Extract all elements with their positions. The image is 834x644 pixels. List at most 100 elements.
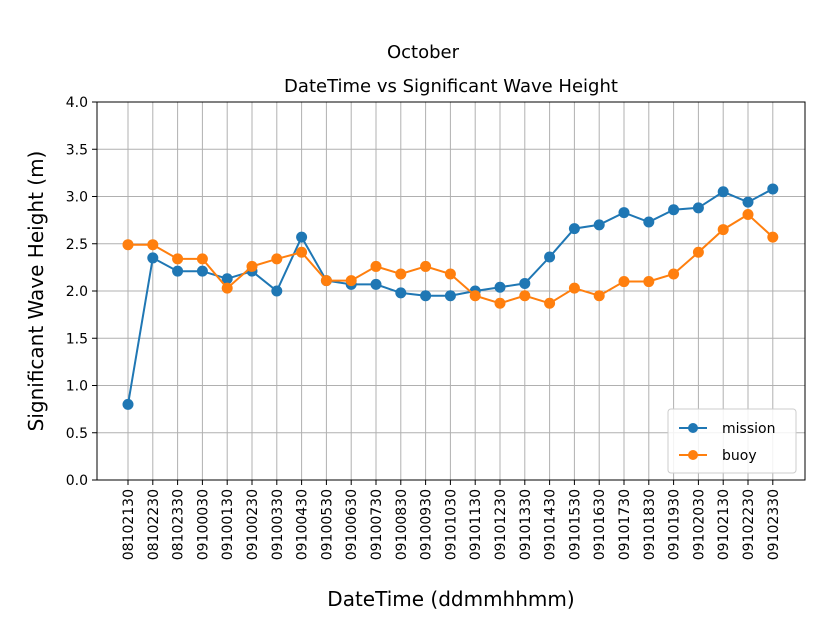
legend-buoy-marker <box>688 450 698 460</box>
buoy-point <box>196 253 208 265</box>
chart-title: DateTime vs Significant Wave Height <box>284 76 618 97</box>
x-tick-label: 09100430 <box>295 489 311 560</box>
buoy-point <box>320 275 332 287</box>
mission-point <box>494 281 506 293</box>
buoy-point <box>172 253 184 265</box>
buoy-point <box>767 231 779 243</box>
mission-point <box>519 277 531 289</box>
legend-box <box>667 408 797 474</box>
buoy-point <box>618 276 630 288</box>
buoy-point <box>370 260 382 272</box>
x-tick-label: 09101630 <box>592 489 608 560</box>
mission-point <box>767 183 779 195</box>
x-tick-label: 08102330 <box>171 489 187 560</box>
x-tick-label: 09101230 <box>493 489 509 560</box>
mission-point <box>172 265 184 277</box>
mission-point <box>444 290 456 302</box>
x-tick-label: 08102230 <box>146 489 162 560</box>
x-tick-label: 09100230 <box>245 489 261 560</box>
mission-point <box>717 186 729 198</box>
x-tick-label: 09100830 <box>394 489 410 560</box>
x-tick-label: 09101830 <box>642 489 658 560</box>
x-tick-label: 09101430 <box>543 489 559 560</box>
buoy-point <box>221 282 233 294</box>
x-tick-label: 09101930 <box>667 489 683 560</box>
x-tick-label: 09101030 <box>443 489 459 560</box>
mission-point <box>221 273 233 285</box>
buoy-point <box>271 253 283 265</box>
buoy-point <box>668 268 680 280</box>
buoy-point <box>469 290 481 302</box>
x-tick-label: 09100030 <box>195 489 211 560</box>
buoy-point <box>246 260 258 272</box>
legend: mission buoy <box>667 408 797 474</box>
y-tick-label: 0.0 <box>66 473 88 489</box>
x-tick-label: 09101130 <box>468 489 484 560</box>
buoy-point <box>742 208 754 220</box>
x-tick-label: 09102230 <box>741 489 757 560</box>
y-tick-label: 1.5 <box>66 331 88 347</box>
x-axis-label: DateTime (ddmmhhmm) <box>327 587 574 611</box>
x-tick-label: 09101530 <box>567 489 583 560</box>
x-tick-label: 09102030 <box>691 489 707 560</box>
mission-point <box>395 287 407 299</box>
buoy-point <box>296 246 308 258</box>
y-tick-label: 0.5 <box>66 426 88 442</box>
x-tick-label: 09101330 <box>518 489 534 560</box>
buoy-point <box>444 268 456 280</box>
x-tick-label: 09100330 <box>270 489 286 560</box>
buoy-point <box>643 276 655 288</box>
buoy-point <box>147 239 159 251</box>
x-tick-label: 09100530 <box>319 489 335 560</box>
figure-suptitle: October <box>387 42 460 63</box>
buoy-point <box>494 297 506 309</box>
axes <box>92 101 806 485</box>
series <box>122 183 779 410</box>
mission-point <box>420 290 432 302</box>
mission-point <box>568 223 580 235</box>
buoy-point <box>395 268 407 280</box>
x-tick-label: 09100930 <box>419 489 435 560</box>
buoy-point <box>519 290 531 302</box>
mission-point <box>692 202 704 214</box>
y-tick-label: 3.0 <box>66 190 88 206</box>
mission-point <box>296 231 308 243</box>
y-axis-label: Significant Wave Height (m) <box>24 151 48 432</box>
buoy-point <box>544 297 556 309</box>
buoy-point <box>345 275 357 287</box>
x-tick-label: 09100130 <box>220 489 236 560</box>
mission-point <box>122 398 134 410</box>
buoy-point <box>593 290 605 302</box>
mission-point <box>147 252 159 264</box>
mission-point <box>643 216 655 228</box>
x-tick-label: 09102130 <box>716 489 732 560</box>
mission-point <box>742 196 754 208</box>
y-tick-label: 4.0 <box>66 95 88 111</box>
buoy-point <box>568 282 580 294</box>
mission-point <box>544 251 556 263</box>
mission-point <box>370 278 382 290</box>
mission-point <box>668 204 680 216</box>
mission-point <box>593 219 605 231</box>
y-tick-label: 1.0 <box>66 379 88 395</box>
y-tick-label: 2.5 <box>66 237 88 253</box>
tick-labels: 0.0 0.5 1.0 1.5 2.0 2.5 3.0 3.5 4.0 08102130 08102… <box>66 95 782 560</box>
y-tick-label: 2.0 <box>66 284 88 300</box>
buoy-point <box>122 239 134 251</box>
x-tick-label: 09101730 <box>617 489 633 560</box>
y-tick-label: 3.5 <box>66 142 88 158</box>
x-tick-label: 09100730 <box>369 489 385 560</box>
buoy-point <box>717 224 729 236</box>
mission-point <box>271 285 283 297</box>
x-tick-label: 09102330 <box>766 489 782 560</box>
mission-point <box>618 207 630 219</box>
mission-point <box>196 265 208 277</box>
plot-frame <box>96 101 806 481</box>
buoy-point <box>420 260 432 272</box>
x-tick-label: 08102130 <box>121 489 137 560</box>
buoy-point <box>692 246 704 258</box>
legend-mission-marker <box>688 423 698 433</box>
legend-buoy-label: buoy <box>722 448 757 464</box>
x-tick-label: 09100630 <box>344 489 360 560</box>
